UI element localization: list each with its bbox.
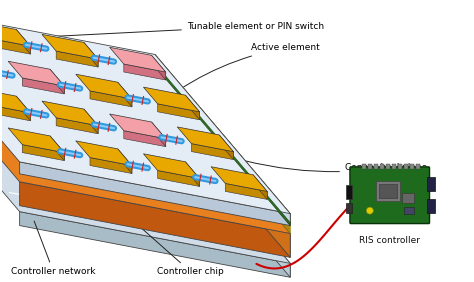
Polygon shape — [177, 127, 233, 152]
Bar — [410, 164, 414, 169]
Polygon shape — [22, 78, 64, 94]
Polygon shape — [158, 104, 200, 120]
Polygon shape — [76, 74, 132, 99]
Bar — [368, 164, 372, 169]
Polygon shape — [109, 114, 166, 139]
Polygon shape — [16, 96, 30, 121]
Polygon shape — [0, 88, 30, 113]
Polygon shape — [0, 23, 290, 233]
Polygon shape — [0, 52, 290, 263]
Polygon shape — [158, 171, 200, 186]
Polygon shape — [191, 144, 233, 160]
Polygon shape — [124, 64, 166, 80]
Polygon shape — [19, 182, 290, 257]
Polygon shape — [155, 63, 290, 226]
Polygon shape — [8, 128, 64, 153]
FancyBboxPatch shape — [350, 167, 429, 224]
Polygon shape — [0, 112, 13, 133]
Bar — [401, 193, 414, 203]
Polygon shape — [0, 151, 47, 173]
Polygon shape — [18, 89, 67, 110]
Bar — [380, 164, 384, 169]
Polygon shape — [144, 87, 200, 112]
Polygon shape — [8, 61, 64, 86]
Polygon shape — [155, 54, 290, 226]
Polygon shape — [19, 162, 290, 226]
Polygon shape — [50, 136, 64, 161]
Bar — [376, 181, 400, 201]
Polygon shape — [42, 34, 98, 59]
Polygon shape — [50, 69, 64, 94]
Bar — [346, 203, 352, 213]
Polygon shape — [211, 167, 267, 191]
Polygon shape — [185, 162, 200, 186]
Polygon shape — [253, 175, 267, 199]
Polygon shape — [76, 141, 132, 166]
Text: Passive scattering element: Passive scattering element — [0, 281, 1, 282]
Polygon shape — [56, 51, 98, 67]
Bar — [427, 199, 435, 213]
Polygon shape — [84, 42, 98, 67]
Text: RIS controller: RIS controller — [359, 235, 420, 244]
Polygon shape — [152, 55, 166, 80]
Polygon shape — [0, 113, 6, 129]
Bar — [386, 164, 390, 169]
Bar — [398, 164, 401, 169]
Text: Active element: Active element — [140, 43, 319, 121]
Bar — [392, 164, 396, 169]
Bar — [416, 164, 419, 169]
Polygon shape — [109, 47, 166, 72]
Bar — [374, 164, 378, 169]
Polygon shape — [126, 210, 162, 226]
Polygon shape — [92, 170, 128, 186]
Bar — [379, 184, 397, 198]
Bar — [404, 164, 408, 169]
Polygon shape — [52, 129, 101, 149]
Polygon shape — [25, 90, 60, 106]
Text: Controller network: Controller network — [11, 221, 96, 276]
Polygon shape — [225, 183, 267, 199]
Polygon shape — [42, 101, 98, 126]
Polygon shape — [118, 149, 132, 173]
Polygon shape — [38, 193, 74, 209]
Polygon shape — [0, 21, 30, 46]
Polygon shape — [0, 3, 290, 214]
Polygon shape — [144, 154, 200, 179]
Polygon shape — [152, 122, 166, 147]
Text: Copper backplane: Copper backplane — [244, 160, 427, 172]
Polygon shape — [19, 212, 290, 277]
Polygon shape — [58, 130, 94, 146]
Polygon shape — [86, 168, 135, 189]
Polygon shape — [118, 82, 132, 107]
Circle shape — [366, 207, 374, 214]
Text: Tunable element or PIN switch: Tunable element or PIN switch — [18, 21, 324, 38]
Polygon shape — [56, 118, 98, 134]
Polygon shape — [155, 104, 290, 277]
Polygon shape — [0, 105, 30, 121]
Polygon shape — [90, 158, 132, 173]
Polygon shape — [16, 30, 30, 54]
Polygon shape — [22, 145, 64, 161]
Polygon shape — [124, 131, 166, 147]
Polygon shape — [31, 191, 81, 212]
Polygon shape — [90, 91, 132, 107]
Polygon shape — [0, 38, 30, 54]
Polygon shape — [84, 109, 98, 134]
Polygon shape — [185, 95, 200, 120]
Polygon shape — [4, 153, 40, 169]
Bar — [427, 177, 435, 191]
Polygon shape — [119, 208, 168, 229]
Bar — [346, 185, 352, 199]
Polygon shape — [155, 74, 290, 257]
Bar — [362, 164, 366, 169]
Text: Controller chip: Controller chip — [123, 212, 224, 276]
Bar — [404, 207, 414, 214]
Polygon shape — [219, 135, 233, 160]
Polygon shape — [155, 54, 290, 233]
